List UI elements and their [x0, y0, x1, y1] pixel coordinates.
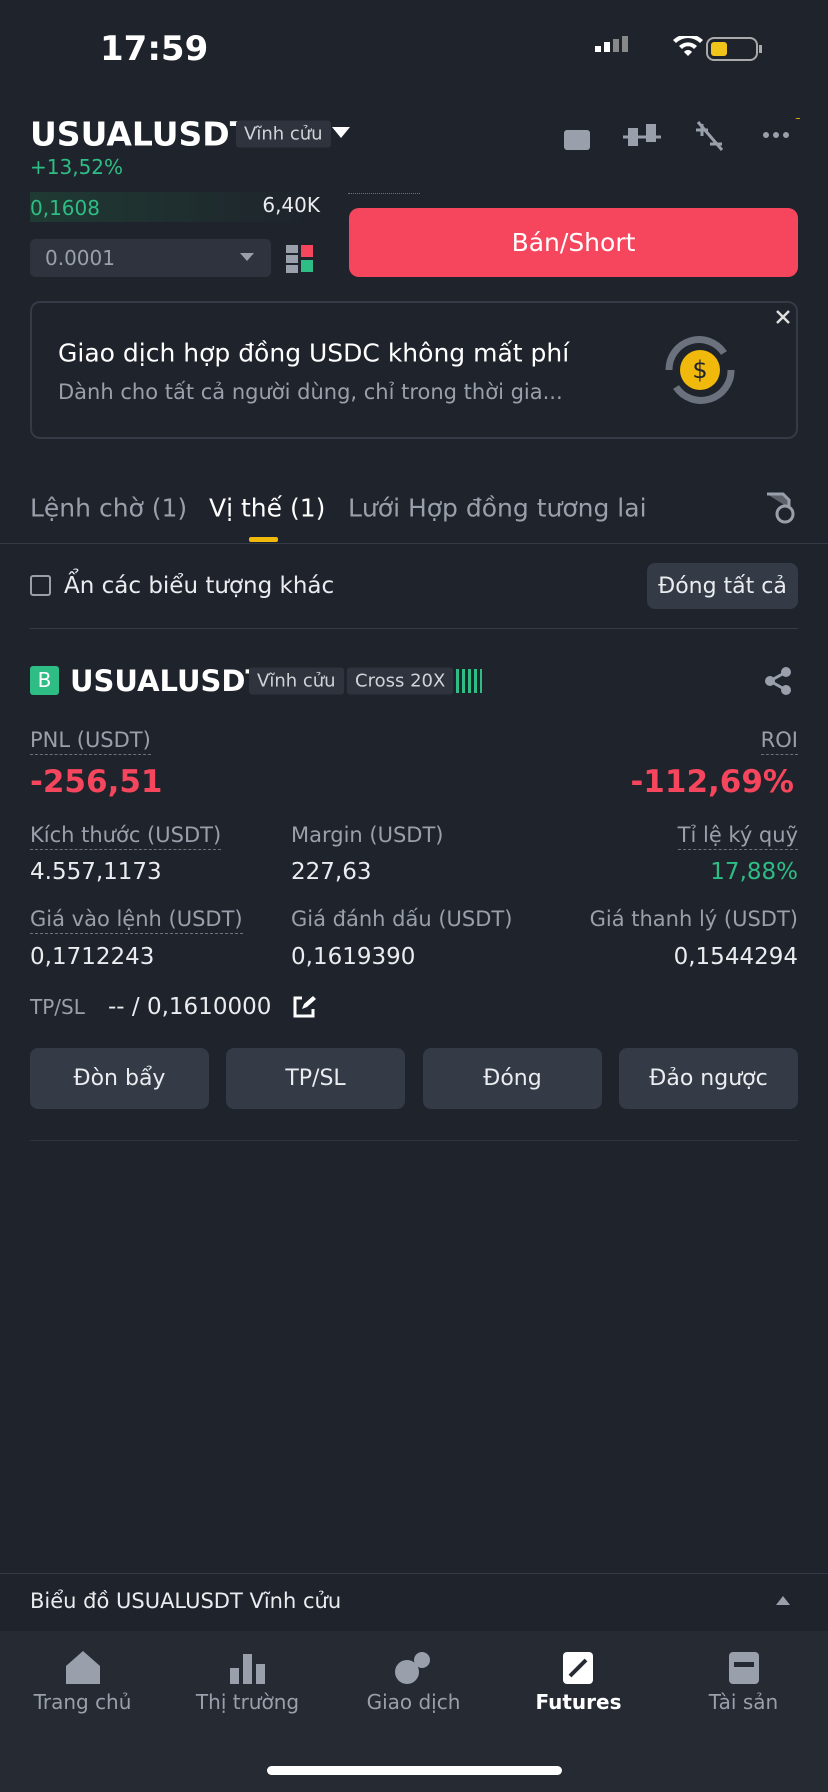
- step-select[interactable]: [30, 239, 271, 277]
- bottom-nav: [0, 1631, 828, 1792]
- filter-label: Ẩn các biểu tượng khác: [64, 573, 335, 599]
- action-button[interactable]: TP/SL: [226, 1048, 405, 1109]
- banner-icon: $: [665, 336, 735, 404]
- symbol[interactable]: USUALUSDT: [30, 114, 253, 154]
- checkbox[interactable]: [30, 575, 51, 596]
- banner-subtitle: Dành cho tất cả người dùng, chỉ trong th…: [58, 380, 563, 404]
- price-change: +13,52%: [30, 155, 124, 179]
- action-button[interactable]: Đóng: [423, 1048, 602, 1109]
- svg-text:$: $: [692, 356, 707, 384]
- field-label: Kích thước (USDT): [30, 823, 222, 850]
- nav-item[interactable]: Tài sản: [708, 1690, 779, 1714]
- header-icons[interactable]: [560, 118, 800, 154]
- field-label: Tỉ lệ ký quỹ: [677, 823, 798, 850]
- home-indicator: [267, 1766, 562, 1775]
- divider: [0, 1573, 828, 1574]
- divider: [30, 1140, 798, 1141]
- edit-icon[interactable]: [292, 995, 316, 1019]
- position-tag: Cross 20X: [347, 667, 454, 695]
- tpsl-label: TP/SL: [30, 995, 85, 1019]
- field-label: Giá thanh lý (USDT): [589, 907, 798, 931]
- nav-item[interactable]: Giao dịch: [366, 1690, 461, 1714]
- field-label: ROI: [760, 728, 798, 755]
- status-time: 17:59: [100, 29, 209, 69]
- banner-title: Giao dịch hợp đồng USDC không mất phí: [58, 338, 570, 368]
- divider: [348, 193, 420, 194]
- tab[interactable]: Lưới Hợp đồng tương lai: [348, 493, 647, 523]
- sell-button[interactable]: Bán/Short: [349, 208, 798, 277]
- nav-item[interactable]: Thị trường: [195, 1690, 300, 1714]
- dropdown-arrow[interactable]: [332, 127, 350, 139]
- field-value: 0,1712243: [30, 944, 155, 970]
- nav-item-active[interactable]: Futures: [535, 1690, 622, 1714]
- adl-indicator: [456, 669, 482, 693]
- tab-active[interactable]: Vị thế (1): [209, 493, 326, 523]
- position-tag: Vĩnh cửu: [249, 667, 344, 695]
- step-value: 0.0001: [45, 246, 115, 270]
- position-symbol: USUALUSDT: [70, 664, 266, 698]
- close-all-button[interactable]: Đóng tất cả: [647, 563, 798, 609]
- divider: [30, 628, 798, 629]
- history-icon[interactable]: [765, 492, 795, 524]
- nav-icons: [66, 1651, 759, 1684]
- field-value: 0,1619390: [291, 944, 416, 970]
- banner-close[interactable]: [776, 310, 790, 324]
- field-label: Giá vào lệnh (USDT): [30, 907, 243, 934]
- nav-item[interactable]: Trang chủ: [33, 1690, 132, 1714]
- action-button[interactable]: Đảo ngược: [619, 1048, 798, 1109]
- field-label: Margin (USDT): [291, 823, 444, 847]
- chart-bar-label[interactable]: Biểu đồ USUALUSDT Vĩnh cửu: [30, 1589, 342, 1613]
- action-button[interactable]: Đòn bẩy: [30, 1048, 209, 1109]
- field-value: 227,63: [291, 859, 372, 885]
- pnl-value: -256,51: [30, 764, 163, 800]
- side-badge: B: [30, 666, 59, 695]
- roi-value: -112,69%: [630, 764, 794, 800]
- field-value: 17,88%: [710, 859, 798, 885]
- book-toggle[interactable]: [286, 245, 314, 273]
- book-price: 0,1608: [30, 196, 100, 220]
- tab-indicator: [249, 537, 278, 542]
- expand-arrow[interactable]: [776, 1596, 790, 1605]
- tab[interactable]: Lệnh chờ (1): [30, 493, 188, 523]
- book-quantity: 6,40K: [262, 193, 320, 217]
- tpsl-value: -- / 0,1610000: [108, 994, 272, 1020]
- field-value: 4.557,1173: [30, 859, 162, 885]
- field-value: 0,1544294: [673, 944, 798, 970]
- depth-bar: [30, 192, 320, 222]
- contract-tag: Vĩnh cửu: [236, 120, 331, 148]
- field-label: PNL (USDT): [30, 728, 151, 755]
- step-arrow: [240, 253, 254, 261]
- share-icon[interactable]: [763, 666, 793, 696]
- banner[interactable]: [30, 301, 798, 439]
- divider: [0, 543, 828, 544]
- field-label: Giá đánh dấu (USDT): [291, 907, 513, 931]
- status-icons: [595, 36, 762, 61]
